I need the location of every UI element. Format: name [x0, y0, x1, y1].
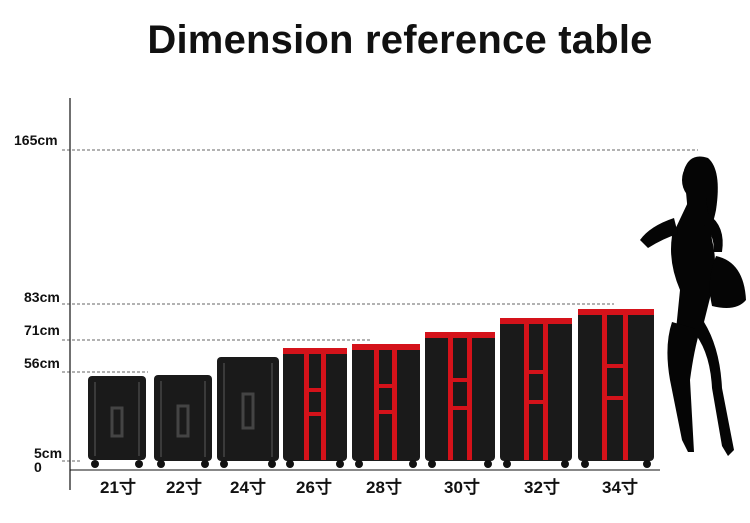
axis-mark-5cm: 5cm	[34, 445, 63, 461]
suitcase-22	[154, 375, 212, 468]
page-title: Dimension reference table	[147, 18, 653, 62]
axis-mark-83cm: 83cm	[24, 289, 60, 305]
suitcase-30	[425, 332, 495, 468]
woman-silhouette	[640, 156, 746, 456]
axis-mark-165cm: 165cm	[14, 132, 58, 148]
suitcase-32	[500, 318, 572, 468]
size-label-32: 32寸	[524, 478, 560, 497]
size-label-26: 26寸	[296, 478, 332, 497]
suitcase-24	[217, 357, 279, 468]
size-label-22: 22寸	[166, 478, 202, 497]
suitcase-28	[352, 344, 420, 468]
suitcase-21	[88, 376, 146, 468]
size-label-30: 30寸	[444, 478, 480, 497]
suitcase-34	[578, 309, 654, 468]
size-label-24: 24寸	[230, 478, 266, 497]
axis-mark-0: 0	[34, 459, 42, 475]
size-label-21: 21寸	[100, 478, 136, 497]
suitcase-26	[283, 348, 347, 468]
axis-mark-56cm: 56cm	[24, 355, 60, 371]
size-label-34: 34寸	[602, 478, 638, 497]
size-label-28: 28寸	[366, 478, 402, 497]
axis-mark-71cm: 71cm	[24, 322, 60, 338]
